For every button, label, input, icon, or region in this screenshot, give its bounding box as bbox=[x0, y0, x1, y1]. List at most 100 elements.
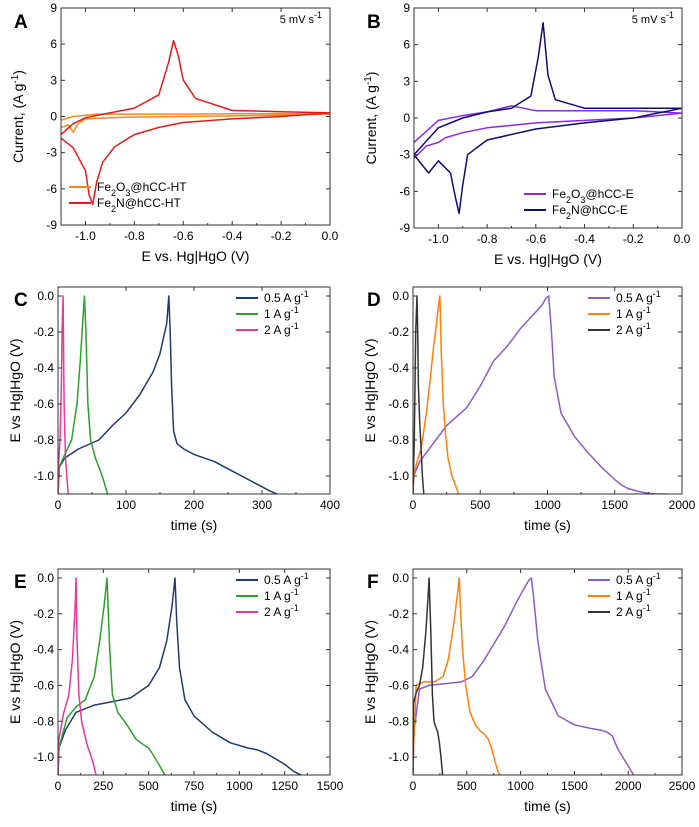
y-tick-label: 0.0 bbox=[392, 571, 409, 585]
y-tick-label: -9 bbox=[46, 218, 57, 232]
legend-label: Fe2O3@hCC-HT bbox=[97, 180, 187, 198]
legend: 0.5 A g-11 A g-12 A g-1 bbox=[236, 289, 309, 337]
x-axis-label: E vs. Hg|HgO (V) bbox=[494, 251, 602, 267]
legend-label: 2 A g-1 bbox=[616, 603, 651, 619]
series-line-C-2 bbox=[58, 295, 69, 494]
panel-D: D 0 500 1000 1500 2000 0.0 -0.2 -0.4 -0.6 -0.8 -1.0… bbox=[362, 286, 696, 533]
y-axis-label: E vs Hg|HgO (V) bbox=[7, 620, 23, 724]
legend: 0.5 A g-11 A g-12 A g-1 bbox=[588, 289, 661, 337]
y-tick-label: -0.4 bbox=[33, 361, 54, 375]
y-tick-label: -0.4 bbox=[388, 361, 409, 375]
y-tick-label: 9 bbox=[50, 1, 57, 15]
x-tick-label: 1500 bbox=[317, 779, 344, 793]
legend-label: Fe2N@hCC-HT bbox=[97, 196, 182, 214]
x-tick-label: 2500 bbox=[669, 779, 696, 793]
series-line-B-0 bbox=[414, 105, 682, 160]
panel-letter: E bbox=[14, 572, 27, 593]
x-tick-label: -0.4 bbox=[574, 232, 595, 246]
y-tick-label: -1.0 bbox=[388, 469, 409, 483]
x-tick-label: 1000 bbox=[226, 779, 253, 793]
y-tick-label: 0 bbox=[50, 110, 57, 124]
x-axis-label: time (s) bbox=[171, 798, 218, 814]
legend-label: Fe2N@hCC-E bbox=[552, 203, 628, 221]
x-tick-label: 1500 bbox=[561, 779, 588, 793]
y-tick-label: -0.6 bbox=[388, 397, 409, 411]
y-tick-label: -6 bbox=[46, 182, 57, 196]
x-tick-label: 1000 bbox=[534, 498, 561, 512]
y-tick-label: -1.0 bbox=[33, 750, 54, 764]
x-tick-label: 500 bbox=[457, 779, 477, 793]
x-tick-label: 0 bbox=[55, 779, 62, 793]
x-tick-label: 500 bbox=[139, 779, 159, 793]
x-tick-label: -0.8 bbox=[124, 229, 145, 243]
legend-label: 0.5 A g-1 bbox=[616, 289, 661, 305]
y-tick-label: -3 bbox=[399, 148, 410, 162]
legend-label: 1 A g-1 bbox=[264, 305, 299, 321]
panel-letter: B bbox=[367, 12, 381, 33]
scan-rate-annotation: 5 mV s-1 bbox=[632, 10, 674, 26]
y-tick-label: 0.0 bbox=[37, 289, 54, 303]
panel-B: B -1.0 -0.8 -0.6 -0.4 -0.2 0.0 -9 -6 -3 0 3 6 9 E vs. … bbox=[363, 1, 691, 267]
x-tick-label: 2000 bbox=[669, 498, 696, 512]
legend: 0.5 A g-11 A g-12 A g-1 bbox=[236, 571, 309, 619]
y-axis-label: E vs Hg|HgO (V) bbox=[362, 339, 378, 443]
x-tick-label: 1000 bbox=[507, 779, 534, 793]
series-line-D-1 bbox=[413, 295, 460, 494]
series-line-D-2 bbox=[413, 295, 425, 494]
x-tick-label: 500 bbox=[470, 498, 490, 512]
x-tick-label: 2000 bbox=[615, 779, 642, 793]
panel-A: A -1.0 -0.8 -0.6 -0.4 -0.2 0.0 -9 -6 -3 0 3 6 9 E vs. … bbox=[10, 1, 339, 264]
panel-letter: F bbox=[367, 572, 379, 593]
x-axis-label: time (s) bbox=[171, 517, 218, 533]
y-tick-label: -0.8 bbox=[388, 433, 409, 447]
series-line-A-0 bbox=[61, 113, 330, 133]
y-axis-label: E vs Hg|HgO (V) bbox=[7, 339, 23, 443]
x-tick-label: 400 bbox=[320, 498, 340, 512]
series-line-C-0 bbox=[58, 295, 278, 494]
y-tick-label: -0.6 bbox=[388, 678, 409, 692]
y-tick-label: 6 bbox=[403, 38, 410, 52]
x-axis-label: time (s) bbox=[524, 517, 571, 533]
x-tick-label: 250 bbox=[93, 779, 113, 793]
y-tick-label: 0.0 bbox=[37, 571, 54, 585]
series-line-E-2 bbox=[58, 577, 97, 775]
x-tick-label: -0.8 bbox=[477, 232, 498, 246]
x-tick-label: 100 bbox=[116, 498, 136, 512]
y-tick-label: 3 bbox=[403, 74, 410, 88]
x-tick-label: -0.4 bbox=[222, 229, 243, 243]
legend-label: 1 A g-1 bbox=[616, 305, 651, 321]
x-axis-label: E vs. Hg|HgO (V) bbox=[142, 248, 250, 264]
scan-rate-annotation: 5 mV s-1 bbox=[280, 10, 322, 26]
y-tick-label: -1.0 bbox=[33, 469, 54, 483]
legend: 0.5 A g-11 A g-12 A g-1 bbox=[588, 571, 661, 619]
y-tick-label: 9 bbox=[403, 1, 410, 15]
x-tick-label: 200 bbox=[184, 498, 204, 512]
series-line-F-2 bbox=[413, 577, 444, 775]
legend-label: 2 A g-1 bbox=[264, 321, 299, 337]
y-tick-label: -0.6 bbox=[33, 397, 54, 411]
series-line-D-0 bbox=[413, 295, 667, 494]
panel-E: E 0 250 500 750 1000 1250 1500 0.0 -0.2 -0.4 -0.6 -0… bbox=[7, 568, 344, 814]
y-axis-label: Current, (A g-1) bbox=[363, 72, 380, 165]
panel-letter: A bbox=[14, 12, 28, 33]
x-tick-label: -1.0 bbox=[75, 229, 96, 243]
y-axis-label: Current, (A g-1) bbox=[10, 70, 27, 163]
x-axis-label: time (s) bbox=[524, 798, 571, 814]
series-line-E-1 bbox=[58, 577, 166, 775]
x-tick-label: -0.6 bbox=[173, 229, 194, 243]
y-tick-label: -0.6 bbox=[33, 678, 54, 692]
series-line-F-0 bbox=[413, 577, 635, 775]
y-tick-label: 6 bbox=[50, 37, 57, 51]
y-tick-label: 3 bbox=[50, 73, 57, 87]
y-tick-label: -9 bbox=[399, 221, 410, 235]
y-tick-label: -3 bbox=[46, 146, 57, 160]
x-tick-label: -0.2 bbox=[271, 229, 292, 243]
x-tick-label: 300 bbox=[252, 498, 272, 512]
legend-label: 0.5 A g-1 bbox=[616, 571, 661, 587]
legend-label: 1 A g-1 bbox=[264, 587, 299, 603]
x-tick-label: 0 bbox=[410, 779, 417, 793]
y-tick-label: -6 bbox=[399, 184, 410, 198]
